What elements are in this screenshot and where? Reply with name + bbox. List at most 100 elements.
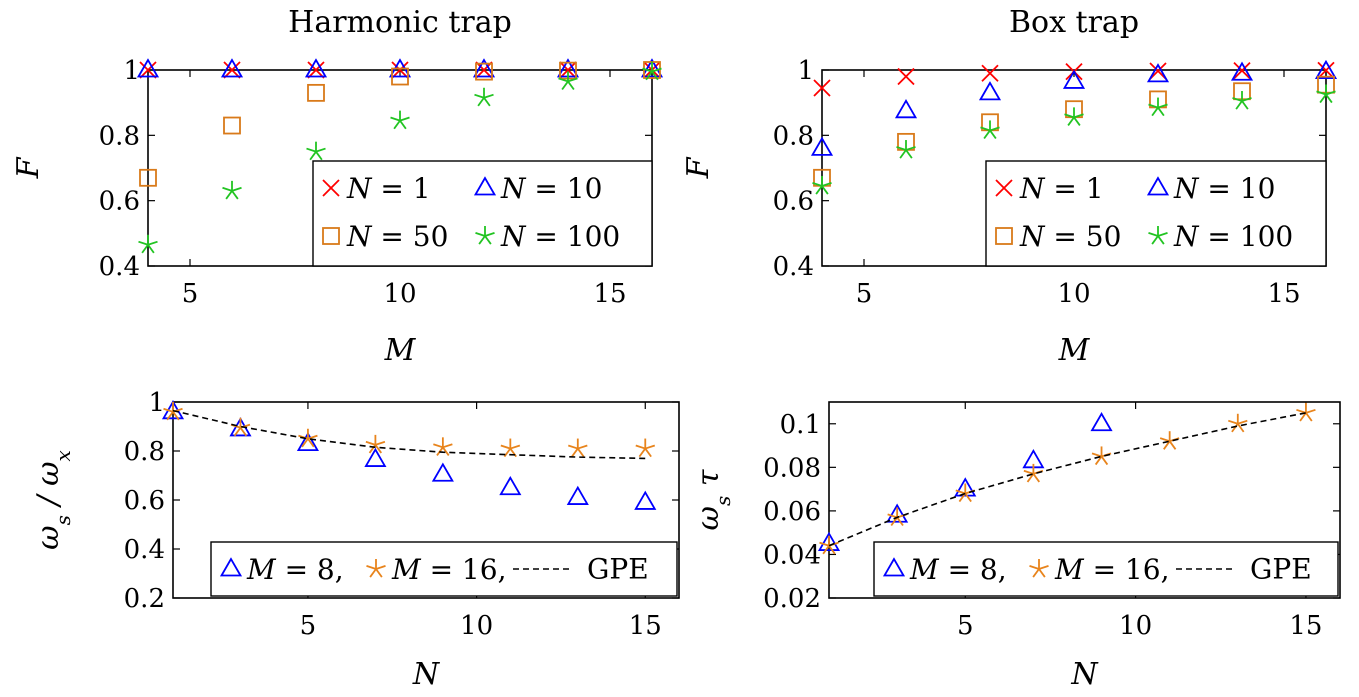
x-tick-label: 15 — [1267, 279, 1300, 309]
legend-item: GPE — [1176, 553, 1312, 586]
y-tick-label: 0.2 — [124, 584, 165, 614]
x-tick-label: 5 — [182, 279, 199, 309]
data-point — [391, 67, 409, 86]
svg-text:M = 8,: M = 8, — [909, 553, 1007, 586]
data-point — [1314, 59, 1338, 80]
data-point — [1296, 402, 1316, 422]
y-tick-label: 0.8 — [773, 121, 814, 151]
chart-box-omega: 5 10 15 0.02 0.04 0.06 0.08 0.1 Nωs τ M = 8, M = 1… — [691, 401, 1341, 692]
data-point — [475, 62, 493, 81]
data-point — [1316, 84, 1336, 104]
series-n-10 — [810, 59, 1338, 156]
legend-marker — [473, 176, 497, 196]
legend-box — [985, 160, 1327, 267]
chart-title: Harmonic trap — [288, 5, 512, 40]
data-point — [298, 428, 318, 448]
data-point — [1148, 97, 1168, 117]
data-point — [978, 81, 1002, 101]
legend-item: N = 1 — [322, 172, 431, 205]
svg-text:GPE: GPE — [1250, 553, 1312, 586]
legend-item: M = 16, — [366, 553, 506, 586]
data-point — [1317, 61, 1335, 79]
y-tick-label: 0.8 — [124, 437, 165, 467]
data-point — [296, 431, 319, 452]
data-point — [813, 79, 831, 97]
data-point — [220, 58, 244, 78]
y-tick-label: 0.6 — [124, 486, 165, 516]
data-point — [1146, 63, 1170, 83]
y-tick-label: 1 — [797, 56, 814, 86]
x-tick-label: 5 — [300, 611, 317, 641]
legend-box — [210, 541, 678, 597]
legend-marker — [322, 227, 340, 245]
legend-item: GPE — [513, 553, 649, 586]
legend-item: N = 10 — [1146, 172, 1275, 205]
series-gpe — [172, 409, 646, 460]
data-point — [897, 67, 915, 86]
data-point — [223, 116, 241, 135]
series-gpe — [828, 412, 1307, 547]
legend-box — [873, 541, 1339, 597]
y-tick-label: 0.6 — [99, 187, 140, 217]
data-point — [566, 485, 589, 505]
x-tick-label: 10 — [460, 611, 493, 641]
data-point — [810, 136, 834, 156]
series-n-100 — [812, 84, 1336, 195]
legend-marker — [1029, 559, 1049, 578]
legend-marker — [322, 179, 340, 197]
data-point — [223, 61, 241, 79]
data-point — [955, 483, 976, 503]
data-point — [817, 531, 841, 551]
data-point — [954, 477, 977, 497]
series-m-8 — [817, 411, 1113, 551]
data-point — [306, 141, 326, 161]
y-tick-label: 0.04 — [763, 540, 821, 570]
legend-marker — [475, 226, 495, 245]
x-axis-label: N — [1070, 657, 1099, 692]
legend-item: N = 100 — [1148, 220, 1293, 253]
data-point — [1233, 62, 1251, 80]
svg-text:N = 50: N = 50 — [1019, 220, 1121, 253]
data-point — [1062, 69, 1086, 89]
svg-text:M = 16,: M = 16, — [391, 553, 506, 586]
data-point — [474, 87, 494, 107]
data-point — [896, 140, 916, 159]
y-axis-label: F — [11, 156, 46, 179]
data-point — [894, 99, 918, 119]
y-axis-label: ωs τ — [691, 469, 735, 530]
data-point — [1232, 91, 1252, 110]
legend-item: N = 100 — [475, 220, 620, 253]
x-tick-label: 15 — [593, 279, 626, 309]
legend-marker — [1146, 176, 1170, 196]
x-tick-label: 15 — [629, 611, 662, 641]
data-point — [472, 58, 496, 78]
data-point — [365, 434, 386, 454]
x-axis-label: M — [384, 333, 417, 368]
legend-marker — [219, 557, 243, 577]
data-point — [559, 61, 577, 79]
legend-item: N = 50 — [995, 220, 1121, 253]
y-tick-label: 0.8 — [99, 121, 140, 151]
svg-text:N = 100: N = 100 — [500, 220, 620, 253]
data-point — [139, 168, 157, 187]
data-point — [230, 417, 251, 437]
legend-item: M = 8, — [882, 553, 1007, 586]
legend-marker — [882, 557, 906, 577]
svg-text:N = 100: N = 100 — [1173, 220, 1293, 253]
data-point — [138, 234, 158, 254]
plot-frame — [828, 401, 1341, 599]
svg-text:N = 1: N = 1 — [346, 172, 431, 205]
legend-item: N = 50 — [322, 220, 448, 253]
data-point — [222, 180, 242, 200]
data-point — [558, 71, 578, 91]
legend-marker — [995, 179, 1013, 197]
y-tick-label: 1 — [148, 388, 165, 418]
svg-text:M = 16,: M = 16, — [1054, 553, 1169, 586]
x-tick-label: 5 — [957, 611, 974, 641]
x-axis-label: N — [412, 657, 441, 692]
y-tick-label: 0.1 — [780, 410, 821, 440]
data-point — [364, 447, 387, 467]
